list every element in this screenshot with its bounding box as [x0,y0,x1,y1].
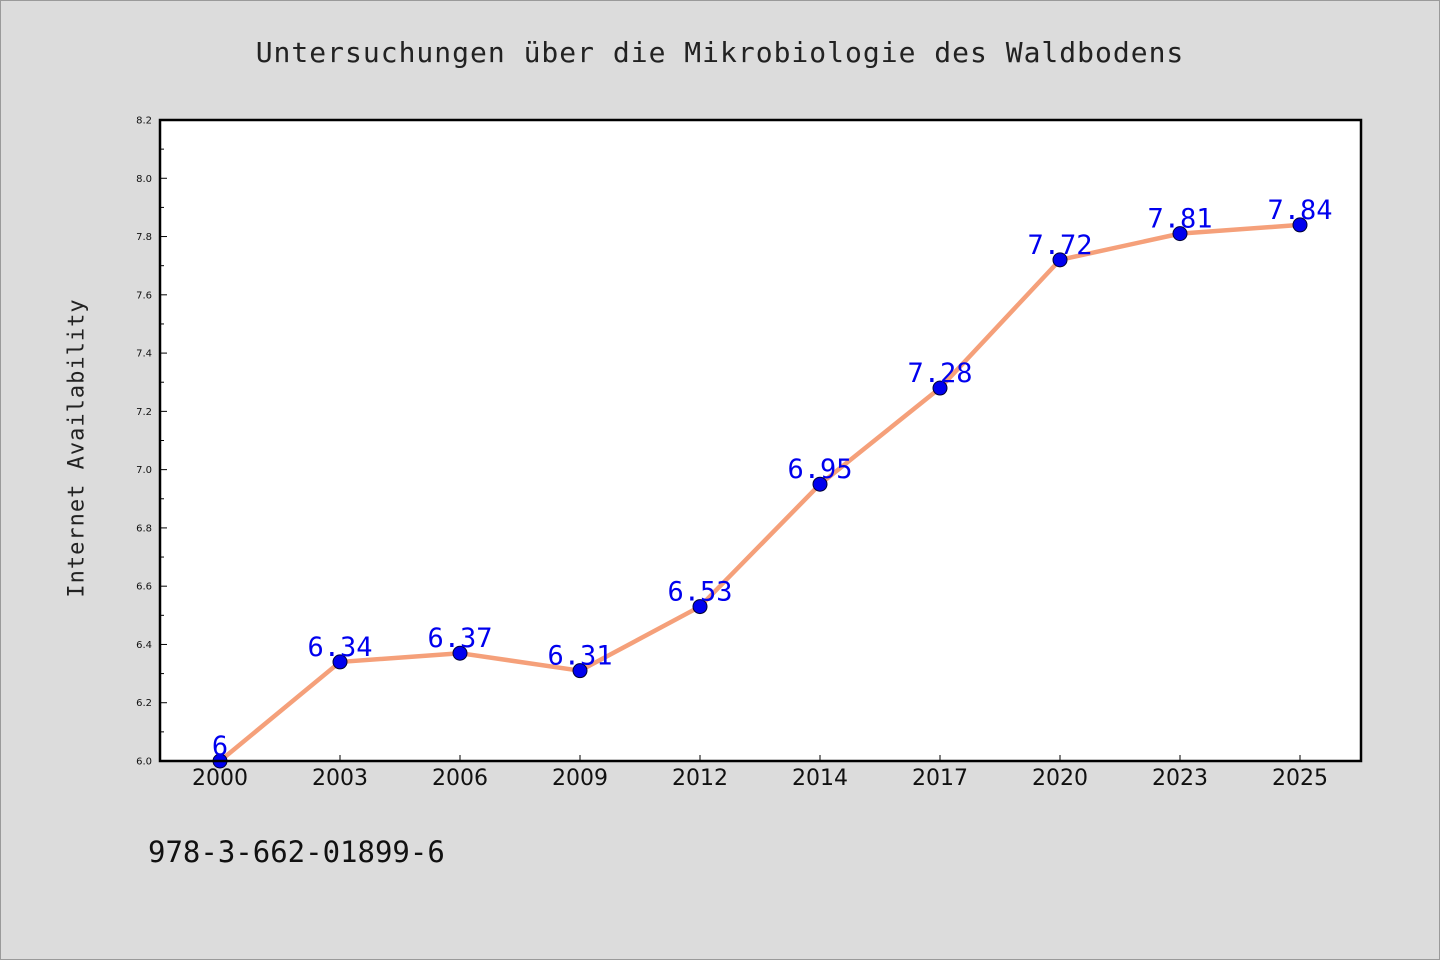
x-tick-label: 2014 [792,766,848,791]
data-label: 7.72 [1027,230,1092,261]
data-label: 7.84 [1267,195,1332,226]
x-tick-label: 2000 [192,766,248,791]
data-label: 6.53 [667,577,732,608]
plot-border [158,118,1363,763]
data-label: 6 [212,731,228,762]
data-point [812,476,828,492]
data-point [1052,252,1068,268]
y-tick-label: 6.4 [136,640,152,651]
y-tick-label: 6.6 [136,582,152,593]
y-tick-label: 7.0 [136,465,152,476]
data-label: 6.95 [787,454,852,485]
chart-title: Untersuchungen über die Mikrobiologie de… [255,36,1185,69]
x-tick-label: 2006 [432,766,488,791]
x-tick-label: 2023 [1152,766,1208,791]
data-point [452,645,468,661]
x-tick-label: 2009 [552,766,608,791]
y-tick-label: 6.2 [136,698,152,709]
y-tick-label: 8.0 [136,174,152,185]
x-tick-label: 2003 [312,766,368,791]
data-label: 6.34 [307,632,372,663]
series-line [217,222,1303,764]
data-point [572,663,588,679]
data-point [932,380,948,396]
y-tick-label: 7.6 [136,290,152,301]
y-tick-label: 6.8 [136,523,152,534]
data-label: 6.37 [427,623,492,654]
x-tick-label: 2020 [1032,766,1088,791]
data-label: 7.81 [1147,204,1212,235]
data-point [692,599,708,615]
data-point [1292,217,1308,233]
y-tick-label: 7.2 [136,407,152,418]
x-tick-label: 2017 [912,766,968,791]
data-label: 6.31 [547,641,612,672]
x-tick-label: 2025 [1272,766,1328,791]
y-tick-label: 7.8 [136,232,152,243]
data-point [332,654,348,670]
y-tick-label: 6.0 [136,757,152,768]
data-point [1172,226,1188,242]
y-tick-label: 8.2 [136,116,152,127]
data-label: 7.28 [907,358,972,389]
plot-area [160,120,1361,761]
x-tick-label: 2012 [672,766,728,791]
y-tick-label: 7.4 [136,349,152,360]
isbn-text: 978-3-662-01899-6 [148,835,445,869]
